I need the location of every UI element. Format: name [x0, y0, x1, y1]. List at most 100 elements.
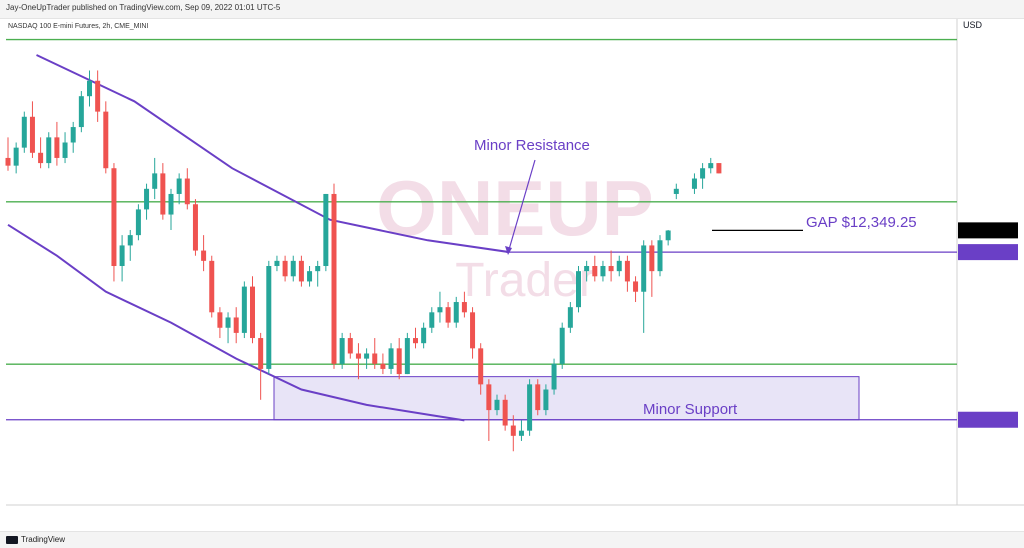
- candle-body[interactable]: [665, 230, 671, 241]
- candle-body[interactable]: [201, 250, 207, 261]
- candle-body[interactable]: [21, 116, 27, 148]
- candle-body[interactable]: [307, 271, 313, 282]
- candle-body[interactable]: [13, 147, 19, 166]
- candle-body[interactable]: [608, 266, 614, 272]
- candle-body[interactable]: [486, 384, 492, 411]
- candle-body[interactable]: [649, 245, 655, 272]
- tradingview-brand[interactable]: TradingView: [6, 535, 65, 544]
- candle-body[interactable]: [584, 266, 590, 272]
- brand-label: TradingView: [21, 535, 66, 544]
- candle-body[interactable]: [535, 384, 541, 411]
- candle-body[interactable]: [708, 163, 714, 169]
- candle-body[interactable]: [413, 338, 418, 344]
- price-tag-bg: [958, 411, 1018, 428]
- publisher-byline: Jay-OneUpTrader published on TradingView…: [6, 3, 281, 12]
- candle-body[interactable]: [152, 173, 158, 189]
- candle-body[interactable]: [192, 204, 198, 251]
- candle-body[interactable]: [78, 96, 84, 128]
- candle-body[interactable]: [600, 266, 606, 277]
- candle-body[interactable]: [258, 338, 264, 369]
- candle-body[interactable]: [388, 348, 394, 369]
- candle-body[interactable]: [559, 327, 565, 364]
- candle-body[interactable]: [62, 142, 68, 158]
- candle-body[interactable]: [567, 307, 573, 328]
- candle-body[interactable]: [111, 168, 117, 267]
- candle-body[interactable]: [323, 193, 329, 267]
- candle-body[interactable]: [616, 260, 622, 272]
- currency-label: USD: [963, 20, 983, 30]
- candle-body[interactable]: [478, 348, 484, 385]
- candle-body[interactable]: [494, 399, 500, 411]
- candle-body[interactable]: [543, 389, 549, 411]
- candle-body[interactable]: [657, 240, 663, 272]
- moving-averages: [7, 54, 510, 422]
- candle-body[interactable]: [624, 260, 630, 282]
- candle-body[interactable]: [691, 178, 697, 189]
- candle-body[interactable]: [290, 260, 296, 277]
- candle-body[interactable]: [168, 193, 174, 215]
- candle-body[interactable]: [5, 157, 11, 166]
- candle-body[interactable]: [298, 260, 304, 282]
- top-bar: Jay-OneUpTrader published on TradingView…: [0, 0, 1024, 19]
- candle-body[interactable]: [38, 152, 44, 164]
- candle-body[interactable]: [266, 266, 272, 369]
- candle-body[interactable]: [103, 111, 109, 169]
- candle-body[interactable]: [209, 260, 215, 313]
- candle-body[interactable]: [339, 338, 345, 364]
- candle-body[interactable]: [716, 163, 722, 174]
- candle-body[interactable]: [396, 348, 402, 375]
- candle-body[interactable]: [429, 312, 435, 328]
- candle-body[interactable]: [527, 384, 533, 431]
- candle-body[interactable]: [70, 127, 76, 143]
- candle-body[interactable]: [355, 353, 361, 359]
- candle-body[interactable]: [372, 353, 378, 364]
- candle-body[interactable]: [641, 245, 647, 292]
- candle-body[interactable]: [144, 188, 150, 210]
- candle-body[interactable]: [331, 193, 337, 364]
- candle-body[interactable]: [217, 312, 223, 328]
- candle-body[interactable]: [380, 363, 386, 369]
- candle-body[interactable]: [633, 281, 639, 292]
- candle-body[interactable]: [46, 137, 52, 164]
- candle-body[interactable]: [404, 338, 410, 375]
- candle-body[interactable]: [233, 317, 239, 333]
- candle-body[interactable]: [282, 260, 288, 277]
- candle-body[interactable]: [510, 425, 516, 436]
- candle-body[interactable]: [461, 302, 467, 313]
- candle-body[interactable]: [551, 363, 557, 390]
- resistance-arrowhead: [505, 246, 512, 255]
- candle-body[interactable]: [576, 271, 581, 308]
- candle-body[interactable]: [592, 266, 598, 277]
- candle-body[interactable]: [518, 430, 524, 436]
- candle-body[interactable]: [470, 312, 476, 349]
- candle-body[interactable]: [347, 338, 353, 354]
- candle-body[interactable]: [119, 245, 125, 267]
- candle-body[interactable]: [364, 353, 370, 359]
- candle-body[interactable]: [241, 286, 247, 333]
- watermark-line1: ONEUP: [376, 164, 653, 252]
- candle-body[interactable]: [502, 399, 508, 426]
- gap-price-tag-bg: [958, 222, 1018, 239]
- candles-layer: [5, 70, 722, 452]
- candle-body[interactable]: [673, 188, 679, 194]
- candle-body[interactable]: [127, 235, 133, 246]
- candle-body[interactable]: [160, 173, 166, 215]
- candle-body[interactable]: [184, 178, 190, 205]
- candle-body[interactable]: [315, 266, 321, 272]
- candle-body[interactable]: [54, 137, 60, 158]
- candle-body[interactable]: [700, 168, 706, 179]
- candle-body[interactable]: [225, 317, 231, 328]
- candle-body[interactable]: [274, 260, 280, 267]
- candle-body[interactable]: [445, 307, 451, 323]
- candle-body[interactable]: [437, 307, 443, 313]
- candle-body[interactable]: [421, 327, 427, 344]
- candle-body[interactable]: [453, 302, 459, 323]
- candle-body[interactable]: [95, 80, 101, 112]
- candle-body[interactable]: [87, 80, 92, 97]
- candle-body[interactable]: [250, 286, 255, 339]
- candle-body[interactable]: [135, 209, 141, 236]
- candle-body[interactable]: [29, 116, 35, 153]
- candle-body[interactable]: [176, 178, 182, 194]
- support-annotation: Minor Support: [643, 401, 738, 418]
